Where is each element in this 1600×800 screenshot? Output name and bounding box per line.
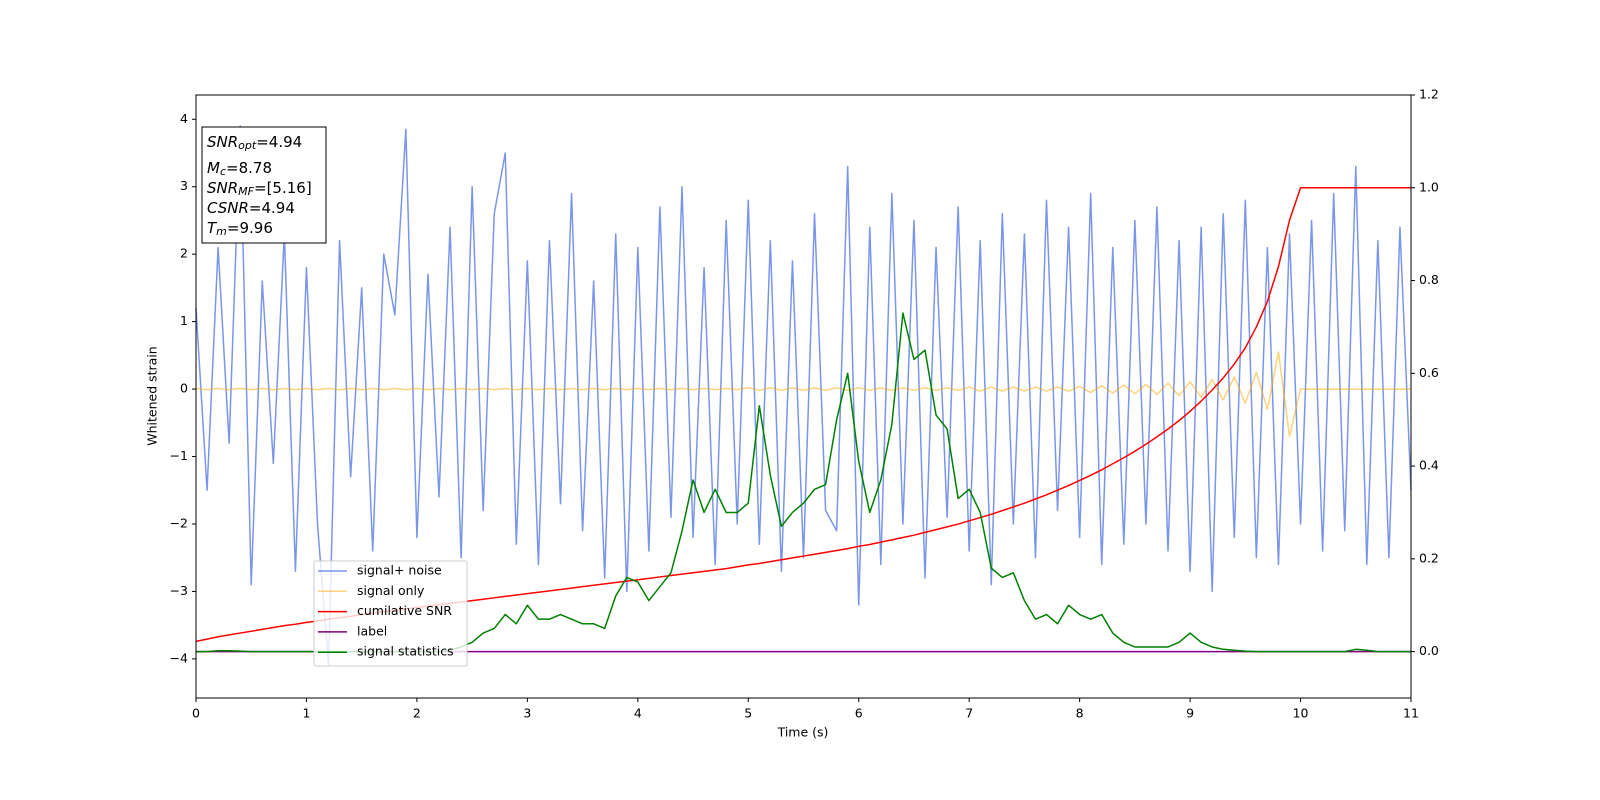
annotation-value: =4.94 <box>256 133 302 151</box>
x-axis-label: Time (s) <box>777 725 829 740</box>
x-tick-label: 1 <box>302 706 310 721</box>
legend-label: label <box>357 623 387 638</box>
annotation-line: SNRMF=[5.16] <box>207 179 312 199</box>
y2-tick-label: 0.0 <box>1419 643 1439 658</box>
y-tick-label: −1 <box>170 448 188 463</box>
legend: signal+ noise signal only cumilative SNR la… <box>313 560 468 667</box>
annotation-symbol: SNR <box>207 133 238 151</box>
plot-frame <box>195 94 1412 699</box>
annotation-line: SNRopt=4.94 <box>207 133 302 153</box>
y2-tick-label: 0.8 <box>1419 272 1439 287</box>
y-axis-label: Whitened strain <box>145 346 160 445</box>
annotation-subscript: c <box>220 165 226 178</box>
y2-tick-label: 0.4 <box>1419 458 1439 473</box>
y2-tick-label: 0.6 <box>1419 365 1439 380</box>
annotation-subscript: MF <box>238 185 254 198</box>
x-tick-label: 4 <box>634 706 642 721</box>
annotation-box: SNRopt=4.94Mc=8.78SNRMF=[5.16]CSNR=4.94T… <box>201 126 327 244</box>
y-tick-label: −3 <box>170 583 188 598</box>
x-tick-label: 8 <box>1076 706 1084 721</box>
y2-tick-label: 1.0 <box>1419 179 1439 194</box>
annotation-symbol: SNR <box>207 179 238 197</box>
series-line <box>195 351 1411 438</box>
annotation-subscript: m <box>216 225 227 238</box>
x-tick-label: 0 <box>192 706 200 721</box>
legend-frame <box>313 560 468 667</box>
x-tick-label: 3 <box>523 706 531 721</box>
y-tick-label: 1 <box>180 313 188 328</box>
annotation-symbol: CSNR <box>207 199 249 217</box>
annotation-line: Mc=8.78 <box>207 159 272 179</box>
y-tick-label: −4 <box>170 650 188 665</box>
x-tick-label: 9 <box>1186 706 1194 721</box>
annotation-line: Tm=9.96 <box>207 219 273 239</box>
x-tick-label: 2 <box>413 706 421 721</box>
y2-tick-label: 0.2 <box>1419 550 1439 565</box>
y-tick-label: 3 <box>180 178 188 193</box>
x-tick-label: 11 <box>1403 706 1419 721</box>
x-tick-label: 10 <box>1293 706 1309 721</box>
y-tick-label: 2 <box>180 246 188 261</box>
x-tick-label: 6 <box>855 706 863 721</box>
annotation-subscript: opt <box>238 139 257 152</box>
x-tick-label: 5 <box>744 706 752 721</box>
annotation-value: =[5.16] <box>254 179 312 197</box>
legend-label: signal+ noise <box>357 563 442 578</box>
y-tick-label: −2 <box>170 515 188 530</box>
y2-tick-label: 1.2 <box>1419 87 1439 102</box>
annotation-line: CSNR=4.94 <box>207 199 295 217</box>
annotation-frame <box>201 126 327 244</box>
annotation-value: =9.96 <box>227 219 273 237</box>
legend-label: signal statistics <box>357 644 454 659</box>
legend-label: signal only <box>357 583 425 598</box>
y-tick-label: 4 <box>180 111 188 126</box>
annotation-value: =8.78 <box>226 159 272 177</box>
x-tick-label: 7 <box>965 706 973 721</box>
legend-label: cumilative SNR <box>357 603 452 618</box>
y-tick-label: 0 <box>180 381 188 396</box>
annotation-symbol: M <box>207 159 220 177</box>
annotation-symbol: T <box>207 219 218 237</box>
series-line <box>195 125 1412 667</box>
annotation-value: =4.94 <box>249 199 295 217</box>
